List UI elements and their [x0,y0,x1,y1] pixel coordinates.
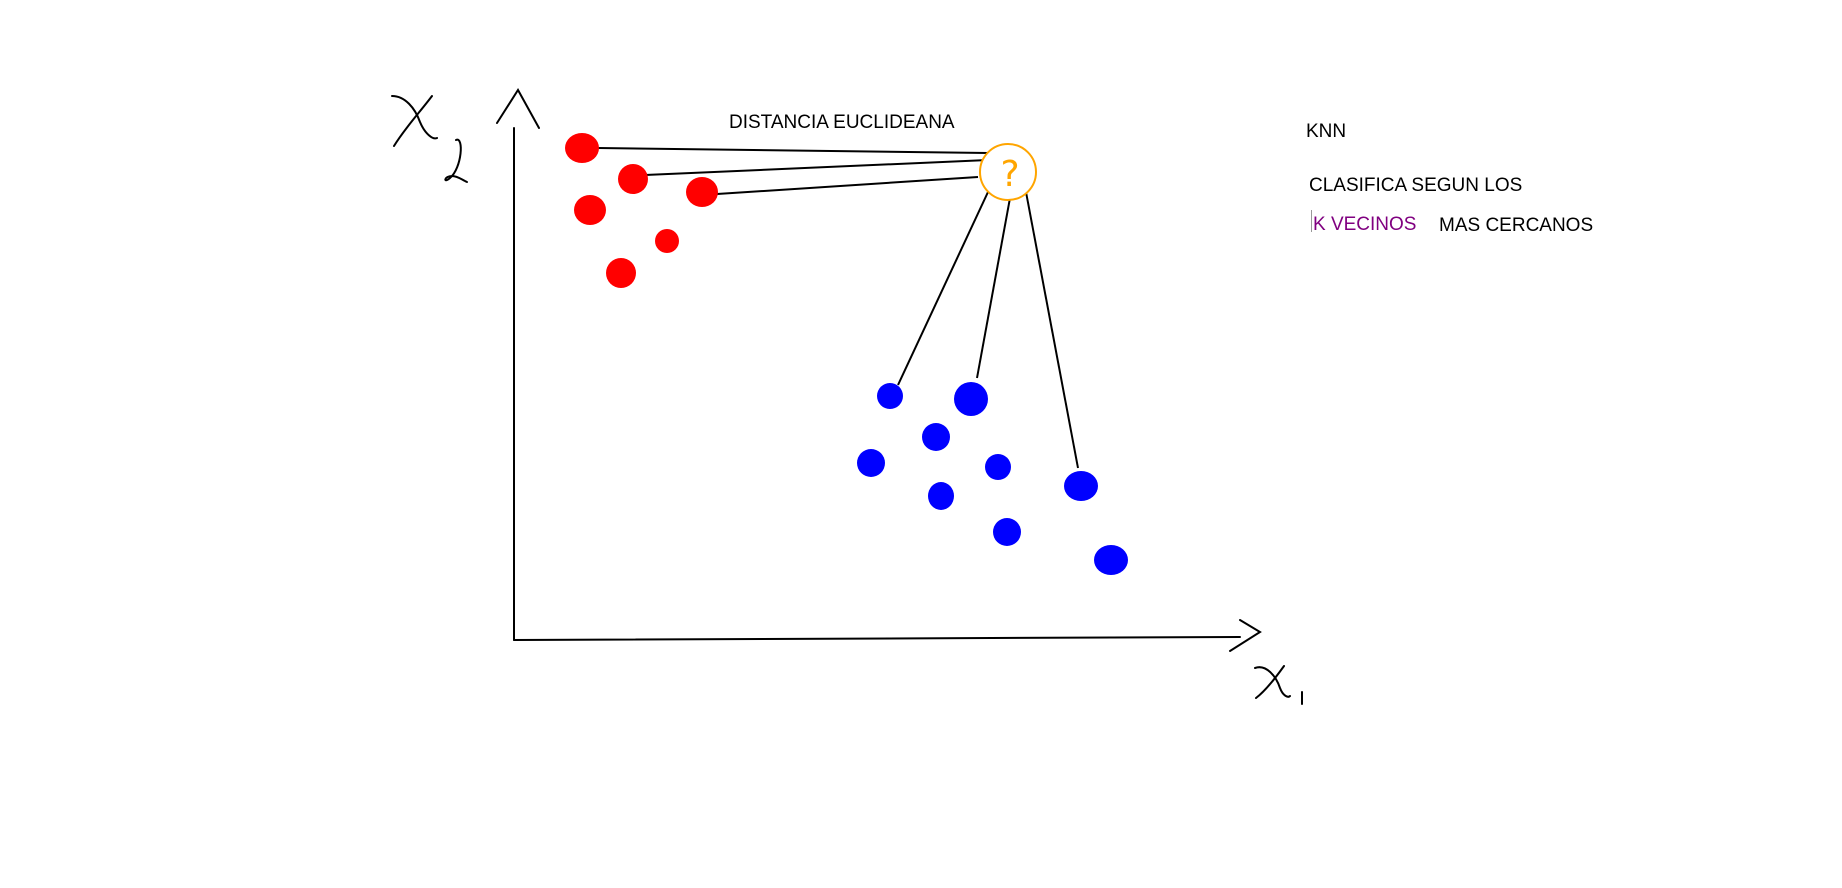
blue-point [1094,545,1128,575]
text-cursor [1311,210,1312,232]
blue-point [922,423,950,451]
diagram-title: DISTANCIA EUCLIDEANA [729,112,955,133]
red-point [565,133,599,163]
blue-point [877,383,903,409]
distance-line-red-2 [644,159,989,176]
distance-lines [597,147,1079,469]
description-rest: MAS CERCANOS [1439,215,1594,236]
red-point [574,195,606,225]
blue-point [985,454,1011,480]
x-axis-arrowhead [1229,619,1262,652]
red-point [618,164,648,194]
blue-point [954,382,988,416]
blue-point [1064,471,1098,501]
distance-line-red-1 [597,147,989,154]
query-point: ? [979,143,1037,201]
red-point [606,258,636,288]
distance-line-red-3 [716,176,979,195]
description-k-neighbors: K VECINOS [1313,214,1417,235]
side-heading: KNN [1306,121,1347,142]
y-axis-arrowhead [496,88,540,129]
blue-point [928,482,954,510]
axes [496,88,1262,652]
handwritten-x1-axis-label-icon [1254,665,1303,705]
red-class-points [565,133,718,288]
handwritten-x2-axis-label-icon [391,95,468,183]
blue-point [993,518,1021,546]
distance-line-blue-3 [1025,191,1079,469]
red-point [686,177,718,207]
x-axis [513,636,1241,641]
distance-line-blue-2 [976,197,1011,379]
blue-point [857,449,885,477]
red-point [655,229,679,253]
question-mark-icon: ? [1000,154,1019,195]
blue-class-points [857,382,1128,575]
distance-line-blue-1 [897,191,989,386]
query-circle [979,143,1037,201]
description-line-1: CLASIFICA SEGUN LOS [1309,175,1523,196]
